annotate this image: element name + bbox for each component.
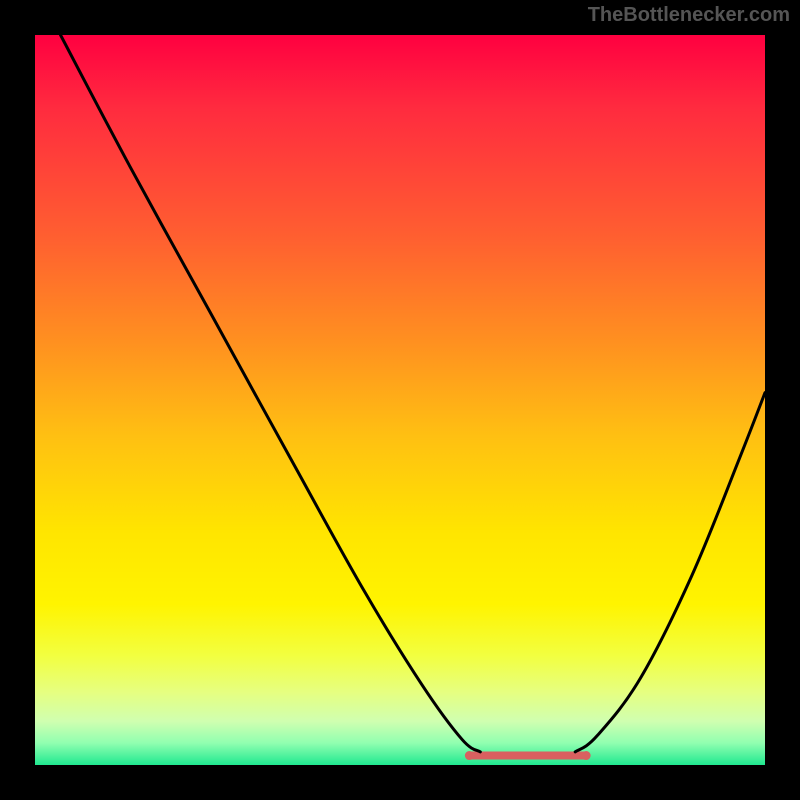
curve-overlay <box>35 35 765 765</box>
watermark-text: TheBottlenecker.com <box>588 4 790 27</box>
chart-container: TheBottlenecker.com <box>0 0 800 800</box>
plot-area <box>35 35 765 765</box>
